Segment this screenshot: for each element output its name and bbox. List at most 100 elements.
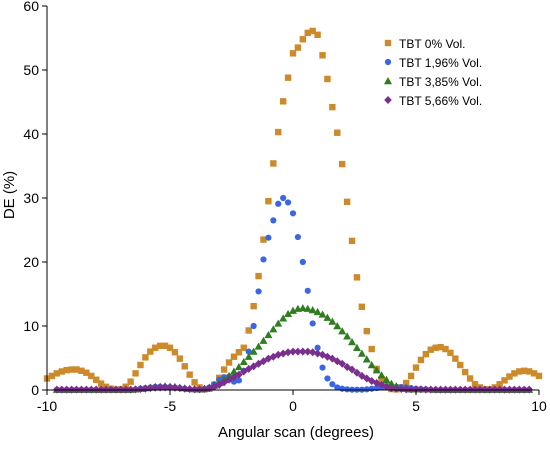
legend-label: TBT 0% Vol. — [399, 37, 465, 51]
data-point — [427, 346, 434, 353]
data-point — [275, 128, 282, 136]
data-point — [132, 370, 139, 377]
legend-marker — [384, 77, 392, 85]
data-point — [195, 385, 204, 394]
data-point — [314, 31, 321, 38]
data-point — [318, 350, 327, 359]
axes: 0 10 20 30 40 50 60 -10 -5 0 5 10 — [23, 0, 547, 414]
data-point — [299, 36, 307, 43]
data-point — [136, 385, 145, 394]
data-point — [447, 349, 454, 357]
data-point — [58, 368, 65, 375]
data-point — [264, 330, 273, 339]
data-point — [318, 310, 327, 318]
data-point — [229, 367, 238, 375]
data-point — [319, 52, 326, 59]
y-tick-label: 30 — [23, 190, 39, 206]
data-point — [363, 386, 370, 393]
data-point — [235, 370, 243, 379]
data-point — [343, 332, 352, 340]
data-point — [265, 234, 272, 241]
legend-entry: TBT 5,66% Vol. — [384, 94, 482, 108]
data-point — [161, 383, 169, 392]
data-point — [249, 362, 258, 371]
data-point — [462, 368, 469, 376]
data-point — [284, 348, 292, 357]
data-point — [279, 98, 287, 105]
data-point — [432, 344, 439, 351]
data-point — [338, 327, 347, 335]
data-point — [352, 343, 361, 351]
x-tick-label: -10 — [37, 398, 57, 414]
data-point — [363, 374, 371, 383]
data-point — [279, 314, 288, 322]
data-point — [225, 359, 233, 366]
data-point — [275, 200, 282, 207]
data-point — [329, 103, 336, 111]
data-point — [78, 367, 85, 374]
data-point — [235, 377, 242, 384]
data-point — [156, 342, 164, 350]
legend-entry: TBT 1,96% Vol. — [384, 56, 482, 70]
x-tick-label: 10 — [531, 398, 547, 414]
data-point — [392, 384, 401, 393]
data-point — [417, 385, 425, 394]
data-point — [294, 347, 302, 356]
data-point — [220, 366, 228, 373]
data-point — [323, 313, 332, 321]
data-point — [294, 233, 302, 241]
data-point — [250, 302, 257, 310]
data-point — [299, 347, 307, 356]
data-point — [407, 385, 415, 394]
data-point — [161, 342, 169, 350]
data-point — [239, 357, 248, 366]
data-point — [191, 379, 198, 386]
data-point — [240, 367, 248, 376]
data-point — [363, 327, 370, 335]
data-point — [299, 258, 306, 266]
data-point — [166, 383, 174, 392]
data-point — [289, 210, 297, 217]
data-point — [249, 347, 258, 355]
data-point — [255, 288, 262, 295]
data-point — [215, 380, 223, 389]
x-tick-label: 0 — [289, 398, 297, 414]
data-point — [353, 274, 361, 281]
data-point — [402, 379, 410, 387]
data-point — [382, 375, 391, 383]
data-point — [328, 317, 337, 325]
y-tick-label: 20 — [23, 254, 39, 270]
data-point — [422, 350, 430, 358]
data-point — [452, 355, 459, 362]
data-point — [402, 385, 410, 394]
data-point — [186, 371, 193, 378]
data-point — [471, 381, 479, 388]
data-point — [343, 362, 351, 371]
data-point — [298, 304, 307, 312]
plot-area — [43, 27, 543, 394]
data-point — [234, 362, 243, 371]
data-point — [284, 199, 292, 206]
data-point — [289, 347, 297, 356]
data-point — [269, 325, 278, 333]
data-point — [284, 74, 292, 81]
data-point — [348, 338, 357, 346]
data-point — [93, 376, 100, 383]
data-point — [344, 386, 351, 393]
data-point — [333, 322, 342, 330]
data-point — [348, 365, 356, 374]
data-point — [289, 50, 297, 57]
data-point — [270, 160, 277, 167]
legend-marker — [384, 39, 392, 47]
data-point — [137, 361, 144, 369]
x-tick-label: 5 — [412, 398, 420, 414]
data-point — [230, 353, 238, 360]
data-point — [338, 359, 346, 368]
data-point — [73, 366, 80, 373]
data-point — [220, 378, 228, 387]
data-point — [466, 375, 474, 382]
y-tick-label: 40 — [23, 126, 39, 142]
data-point — [255, 272, 262, 280]
data-point — [368, 345, 375, 353]
